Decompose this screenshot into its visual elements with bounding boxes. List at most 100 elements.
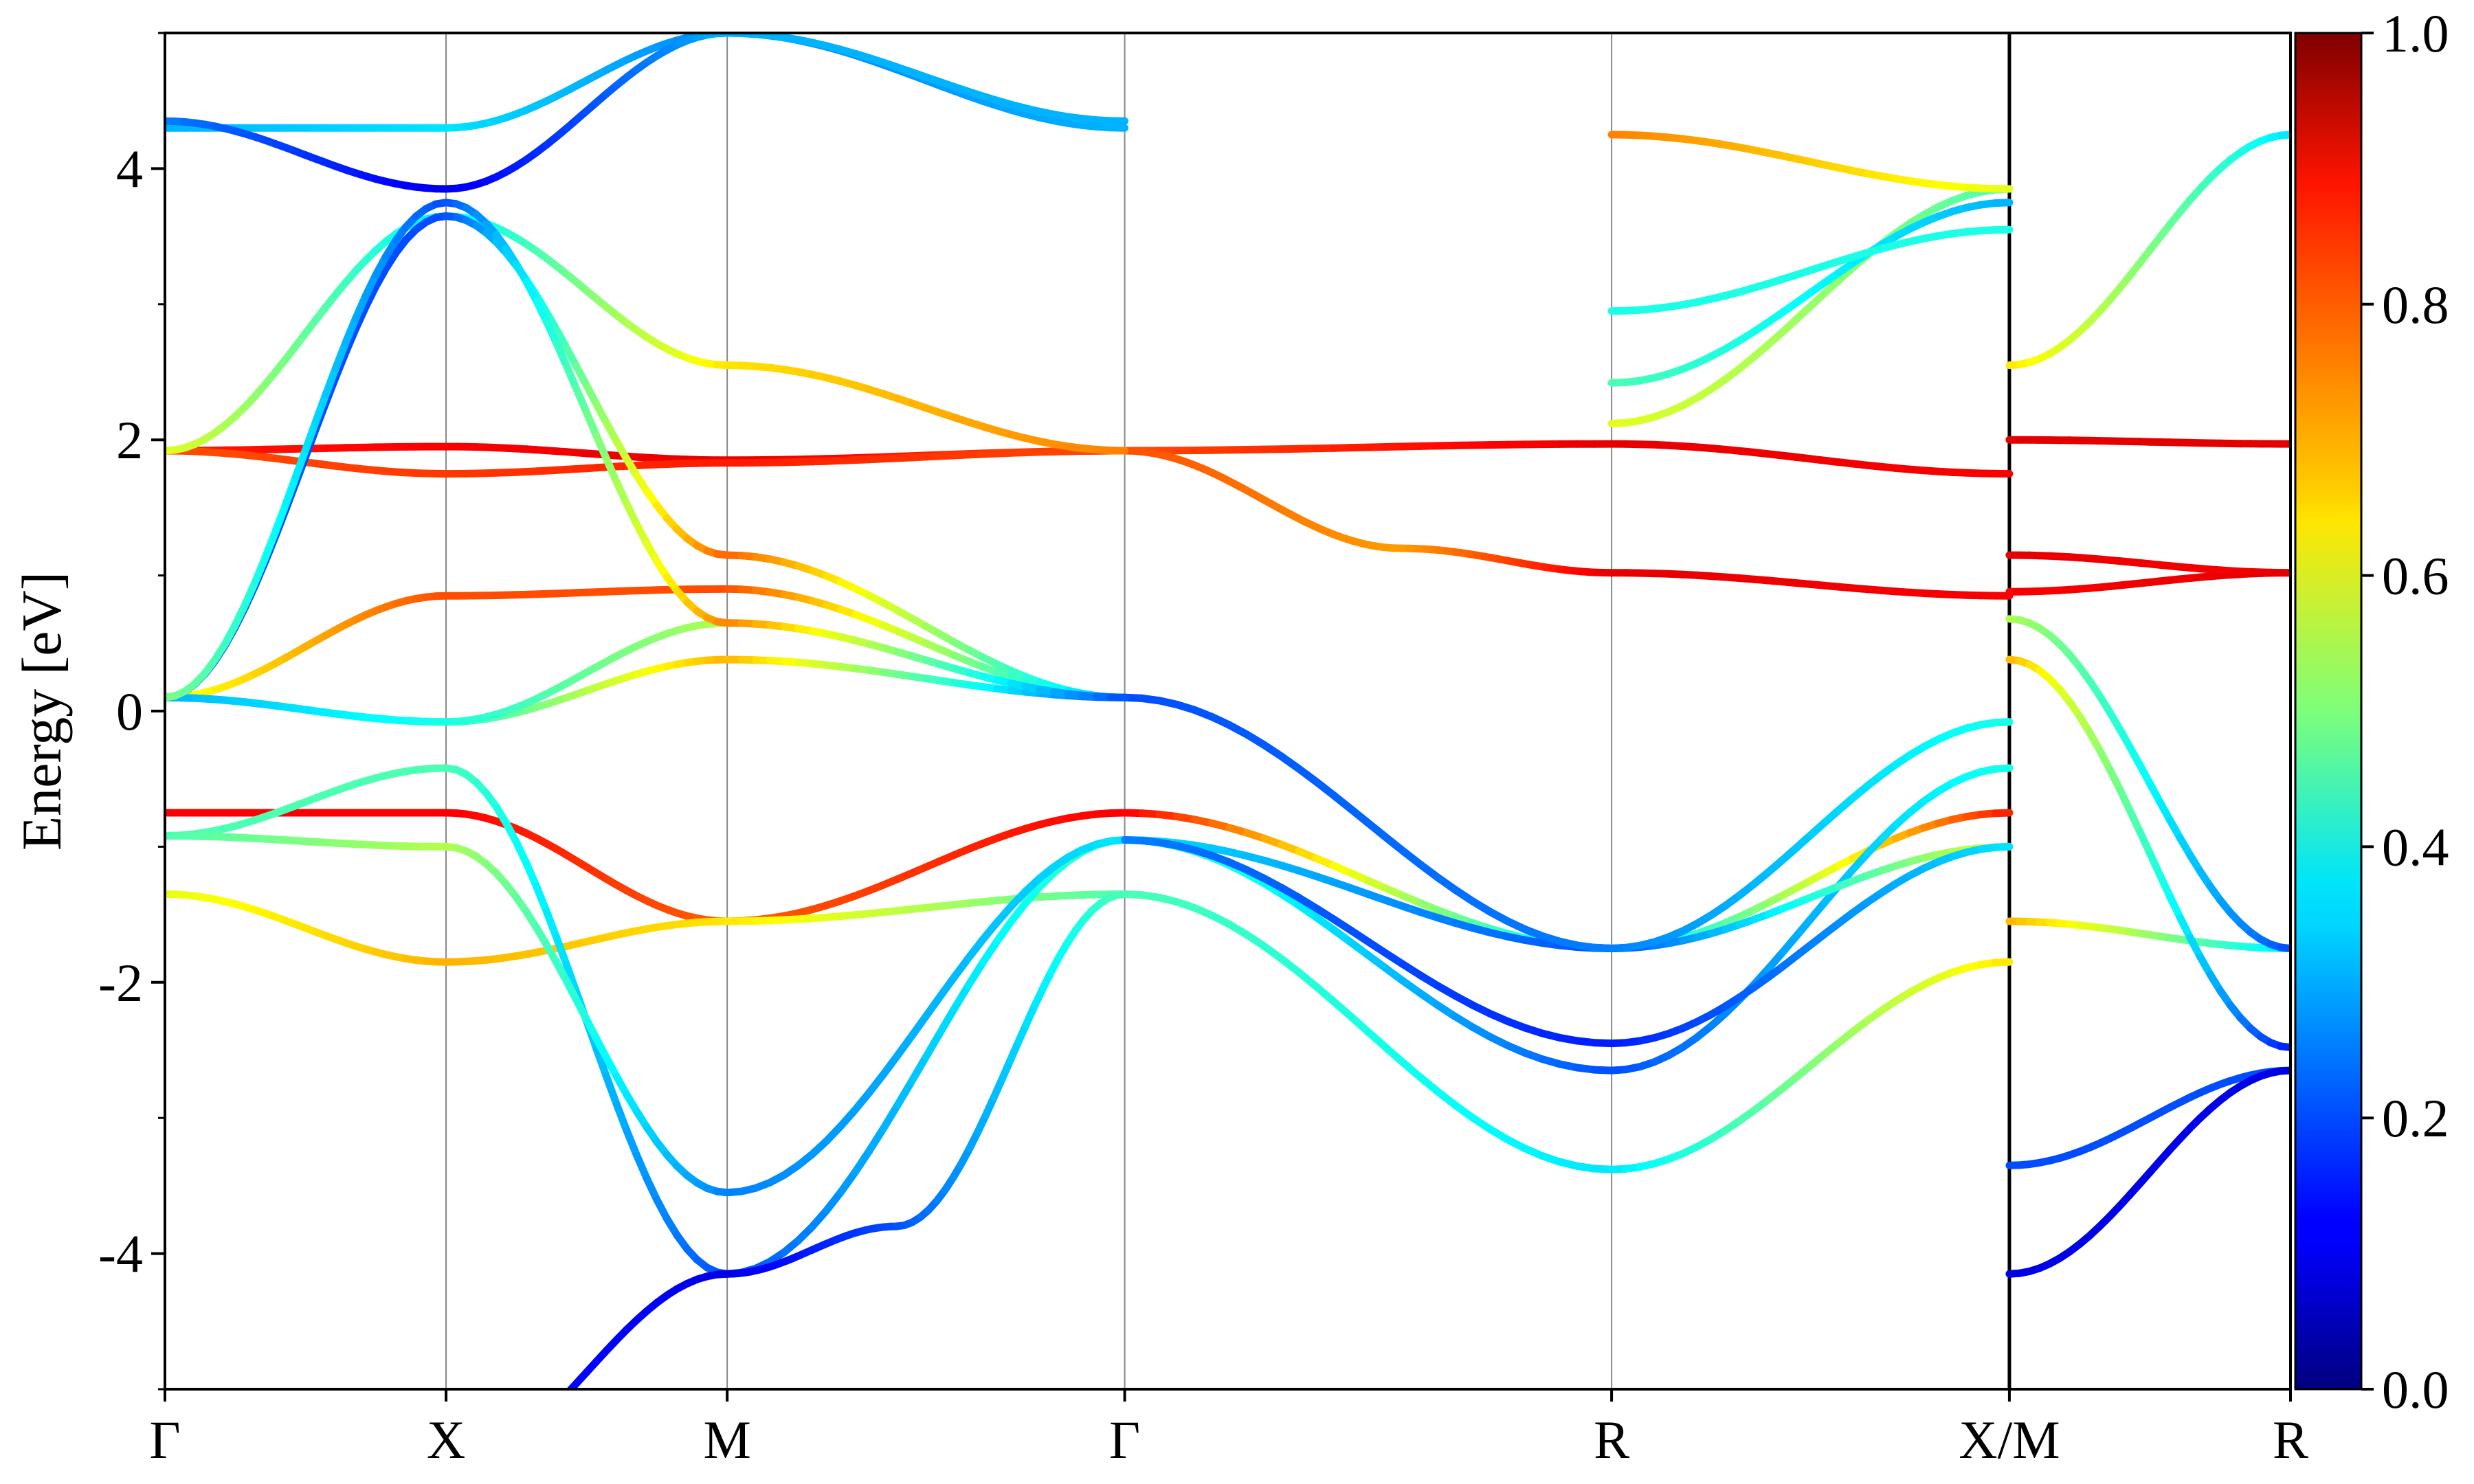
band-27 [2005, 1066, 2291, 1278]
band-10-segment [936, 973, 959, 1000]
band-22 [1607, 199, 2014, 387]
band-24 [1607, 131, 2014, 193]
band-17-segment [252, 553, 269, 586]
band-18-segment [335, 1466, 346, 1467]
band-9-segment [533, 882, 550, 915]
band-5 [2005, 569, 2291, 596]
band-7-segment [1329, 997, 1355, 1020]
band-14-segment [2126, 807, 2144, 836]
colorbar [2294, 32, 2363, 1391]
band-9 [165, 764, 2014, 1278]
band-16-segment [352, 302, 370, 333]
band-18-segment [557, 1394, 567, 1404]
band-28 [2005, 131, 2291, 370]
x-tick-label: M [703, 1410, 750, 1470]
colorbar-tick-label: 1.0 [2382, 3, 2449, 63]
band-18-segment [476, 1461, 487, 1465]
band-13-segment [2276, 943, 2291, 952]
band-4 [165, 585, 1129, 701]
band-9-segment [851, 1147, 873, 1176]
x-tick-label: Γ [149, 1410, 180, 1470]
band-18-segment [487, 1456, 497, 1461]
colorbar-tick-label: 0.4 [2382, 817, 2449, 877]
band-17-segment [231, 600, 249, 629]
band-18-segment [205, 1458, 215, 1459]
band-12 [165, 619, 2014, 952]
y-tick-label: 4 [116, 139, 143, 199]
band-17-segment [331, 339, 350, 372]
band-9-segment [542, 907, 561, 941]
band-18-segment [235, 1459, 245, 1460]
colorbar-tick-label: 0.0 [2382, 1360, 2449, 1419]
band-18-segment [245, 1459, 256, 1460]
band-18-segment [526, 1425, 537, 1434]
y-tick-label: -2 [98, 953, 143, 1013]
colorbar-tick-label: 0.8 [2382, 275, 2449, 335]
band-13 [2005, 615, 2291, 952]
band-9-segment [522, 859, 541, 890]
band-17-segment [291, 446, 309, 482]
band-17-segment [352, 291, 370, 322]
band-18-segment [366, 1468, 376, 1469]
band-18-segment [516, 1434, 526, 1442]
band-12-segment [1991, 718, 2014, 727]
band-17-segment [583, 409, 601, 440]
band-9-segment [1991, 764, 2014, 773]
band-9-segment [964, 958, 987, 989]
band-18-segment [1113, 890, 1129, 899]
band-9-segment [922, 1028, 944, 1061]
x-tick-label: X/M [1959, 1410, 2060, 1470]
band-9-segment [623, 1127, 641, 1160]
band-17-segment [302, 418, 320, 454]
band-9-segment [879, 1101, 902, 1133]
band-18-segment [256, 1460, 266, 1461]
band-17-segment [562, 362, 581, 393]
colorbar-ticks: 0.0 0.2 0.4 0.6 0.8 1.0 [2361, 3, 2449, 1419]
band-11 [165, 655, 2014, 952]
band-17 [165, 199, 1129, 701]
band-17-segment [271, 501, 289, 536]
band-17-segment [612, 478, 631, 508]
band-19 [165, 33, 1129, 132]
band-18-segment [506, 1442, 517, 1450]
band-9-segment [562, 960, 581, 997]
band-14-segment [2276, 1042, 2291, 1052]
colorbar-tick-label: 0.2 [2382, 1088, 2449, 1148]
band-18-segment [466, 1465, 476, 1468]
y-axis-label: Energy [eV] [10, 572, 73, 851]
band-2 [165, 447, 2014, 600]
band-lines [165, 33, 2291, 1471]
band-1 [2005, 436, 2291, 448]
band-9-segment [993, 917, 1015, 945]
band-18 [205, 890, 1129, 1471]
band-18-segment [386, 1469, 396, 1470]
band-10-segment [964, 936, 987, 962]
band-27-segment [2276, 1066, 2291, 1075]
band-10 [165, 832, 2014, 1197]
band-9-segment [908, 1053, 930, 1086]
band-17-segment [322, 364, 339, 399]
band-9-segment [865, 1125, 887, 1155]
band-25 [1121, 836, 2014, 1048]
band-9-segment [512, 838, 531, 867]
band-18-segment [215, 1458, 225, 1459]
band-17-segment [311, 391, 330, 427]
y-tick-label: 0 [116, 682, 143, 741]
band-18-segment [346, 1467, 356, 1468]
band-9-segment [592, 1045, 611, 1081]
band-25-segment [1991, 842, 2014, 851]
band-18-segment [376, 1469, 386, 1470]
band-9-segment [1007, 899, 1029, 925]
band-9-segment [612, 1101, 631, 1135]
band-10-segment [879, 1051, 902, 1079]
band-7-segment [1381, 1043, 1407, 1066]
band-14-segment [2146, 849, 2164, 879]
band-7 [165, 890, 2014, 1173]
band-7-segment [1991, 958, 2014, 967]
y-tick-label: 2 [116, 410, 143, 470]
band-18-segment [446, 1470, 456, 1471]
band-17-segment [281, 473, 300, 509]
band-23 [1607, 225, 2014, 315]
band-20 [165, 33, 1129, 193]
x-tick-label: R [2273, 1410, 2308, 1470]
